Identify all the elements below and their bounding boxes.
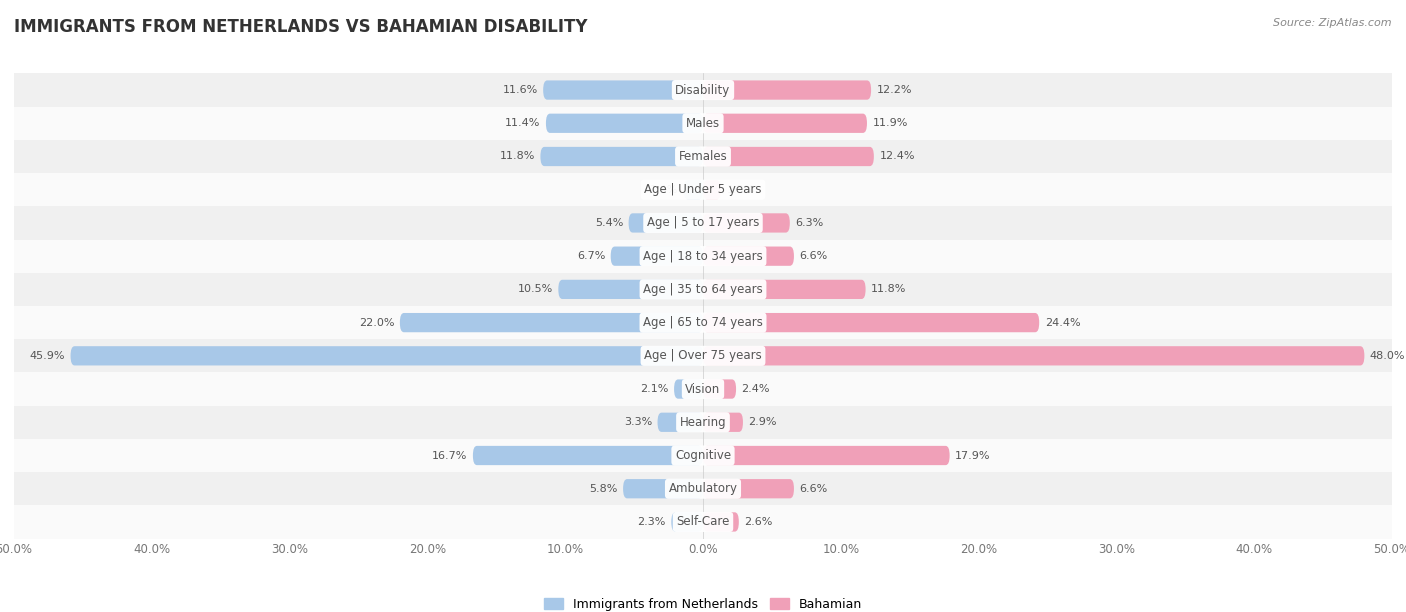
Text: 12.4%: 12.4%: [879, 152, 915, 162]
Bar: [14, 106, 1392, 140]
FancyBboxPatch shape: [703, 180, 721, 200]
Text: 3.3%: 3.3%: [624, 417, 652, 427]
Text: 2.4%: 2.4%: [741, 384, 770, 394]
Text: 2.1%: 2.1%: [640, 384, 669, 394]
FancyBboxPatch shape: [546, 114, 703, 133]
Bar: [14, 173, 1392, 206]
Text: Disability: Disability: [675, 84, 731, 97]
Text: 6.3%: 6.3%: [796, 218, 824, 228]
Text: 2.9%: 2.9%: [748, 417, 778, 427]
FancyBboxPatch shape: [703, 479, 794, 498]
Text: Age | Over 75 years: Age | Over 75 years: [644, 349, 762, 362]
Text: 12.2%: 12.2%: [876, 85, 912, 95]
Text: Self-Care: Self-Care: [676, 515, 730, 528]
Bar: [14, 472, 1392, 506]
Text: 10.5%: 10.5%: [517, 285, 553, 294]
FancyBboxPatch shape: [703, 80, 872, 100]
Text: Males: Males: [686, 117, 720, 130]
FancyBboxPatch shape: [703, 147, 875, 166]
Text: 2.3%: 2.3%: [637, 517, 666, 527]
Bar: [14, 506, 1392, 539]
Text: 17.9%: 17.9%: [955, 450, 991, 460]
FancyBboxPatch shape: [703, 512, 738, 532]
Text: 1.3%: 1.3%: [727, 185, 755, 195]
Text: Source: ZipAtlas.com: Source: ZipAtlas.com: [1274, 18, 1392, 28]
Text: Females: Females: [679, 150, 727, 163]
Bar: [14, 273, 1392, 306]
Text: 11.8%: 11.8%: [872, 285, 907, 294]
FancyBboxPatch shape: [543, 80, 703, 100]
FancyBboxPatch shape: [703, 280, 866, 299]
Text: 16.7%: 16.7%: [432, 450, 467, 460]
FancyBboxPatch shape: [683, 180, 703, 200]
Bar: [14, 140, 1392, 173]
Text: 1.4%: 1.4%: [650, 185, 678, 195]
Text: 6.6%: 6.6%: [800, 251, 828, 261]
Legend: Immigrants from Netherlands, Bahamian: Immigrants from Netherlands, Bahamian: [538, 593, 868, 612]
Text: 11.4%: 11.4%: [505, 118, 540, 129]
Text: 11.9%: 11.9%: [873, 118, 908, 129]
FancyBboxPatch shape: [703, 346, 1364, 365]
Text: 22.0%: 22.0%: [359, 318, 394, 327]
Text: 11.6%: 11.6%: [502, 85, 537, 95]
FancyBboxPatch shape: [703, 446, 949, 465]
FancyBboxPatch shape: [673, 379, 703, 398]
Bar: [14, 239, 1392, 273]
Text: IMMIGRANTS FROM NETHERLANDS VS BAHAMIAN DISABILITY: IMMIGRANTS FROM NETHERLANDS VS BAHAMIAN …: [14, 18, 588, 36]
FancyBboxPatch shape: [70, 346, 703, 365]
FancyBboxPatch shape: [628, 214, 703, 233]
Bar: [14, 439, 1392, 472]
FancyBboxPatch shape: [703, 313, 1039, 332]
FancyBboxPatch shape: [671, 512, 703, 532]
Text: 24.4%: 24.4%: [1045, 318, 1080, 327]
FancyBboxPatch shape: [703, 214, 790, 233]
Text: 48.0%: 48.0%: [1369, 351, 1406, 361]
Text: Age | 65 to 74 years: Age | 65 to 74 years: [643, 316, 763, 329]
Bar: [14, 206, 1392, 239]
Text: Vision: Vision: [685, 382, 721, 395]
Bar: [14, 339, 1392, 373]
FancyBboxPatch shape: [623, 479, 703, 498]
FancyBboxPatch shape: [540, 147, 703, 166]
FancyBboxPatch shape: [703, 247, 794, 266]
FancyBboxPatch shape: [658, 412, 703, 432]
FancyBboxPatch shape: [472, 446, 703, 465]
FancyBboxPatch shape: [558, 280, 703, 299]
Text: 6.7%: 6.7%: [576, 251, 605, 261]
Bar: [14, 73, 1392, 106]
Text: Age | Under 5 years: Age | Under 5 years: [644, 183, 762, 196]
Text: Hearing: Hearing: [679, 416, 727, 429]
Text: 5.4%: 5.4%: [595, 218, 623, 228]
Text: Cognitive: Cognitive: [675, 449, 731, 462]
Text: 6.6%: 6.6%: [800, 483, 828, 494]
Bar: [14, 306, 1392, 339]
Bar: [14, 406, 1392, 439]
Text: 11.8%: 11.8%: [499, 152, 534, 162]
Text: Age | 18 to 34 years: Age | 18 to 34 years: [643, 250, 763, 263]
FancyBboxPatch shape: [703, 114, 868, 133]
FancyBboxPatch shape: [703, 379, 737, 398]
Bar: [14, 373, 1392, 406]
FancyBboxPatch shape: [610, 247, 703, 266]
Text: 2.6%: 2.6%: [744, 517, 773, 527]
FancyBboxPatch shape: [399, 313, 703, 332]
Text: Age | 5 to 17 years: Age | 5 to 17 years: [647, 217, 759, 230]
Text: 5.8%: 5.8%: [589, 483, 617, 494]
FancyBboxPatch shape: [703, 412, 742, 432]
Text: Ambulatory: Ambulatory: [668, 482, 738, 495]
Text: Age | 35 to 64 years: Age | 35 to 64 years: [643, 283, 763, 296]
Text: 45.9%: 45.9%: [30, 351, 65, 361]
